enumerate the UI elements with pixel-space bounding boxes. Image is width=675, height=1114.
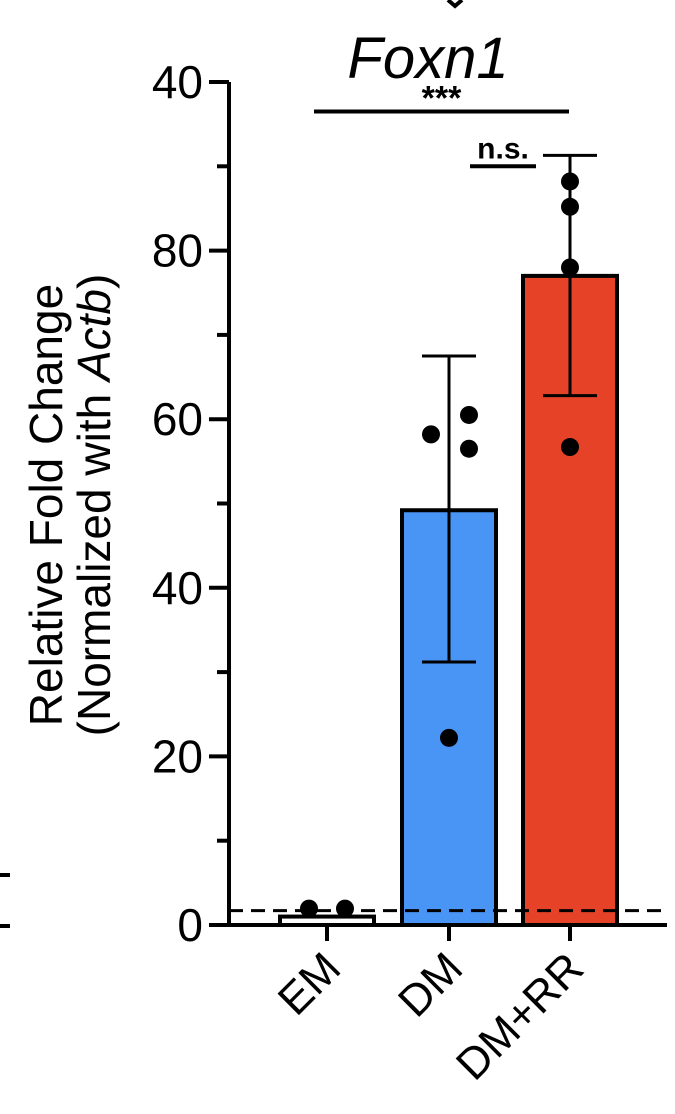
data-point (422, 425, 440, 444)
data-point (460, 439, 478, 458)
data-point (440, 728, 458, 747)
y-tick-label: 20 (152, 730, 203, 782)
y-tick-label: 60 (152, 393, 203, 445)
y-tick-label: 40 (152, 562, 203, 614)
y-axis-label-line1: Relative Fold Change (20, 284, 72, 726)
y-axis-label-line2-prefix: (Normalized with (68, 381, 120, 736)
data-point (336, 899, 354, 918)
data-point (561, 197, 579, 216)
y-axis-label-line2-italic: Actb (68, 289, 120, 384)
significance-label: n.s. (477, 132, 529, 165)
data-point (561, 258, 579, 277)
data-point (300, 899, 318, 918)
y-axis-label-line2-suffix: ) (68, 274, 120, 289)
x-tick-label: DM+RR (447, 943, 593, 1089)
significance-label: *** (422, 80, 462, 118)
x-tick-label: EM (269, 943, 350, 1024)
crop-artifact-left-2 (0, 924, 10, 928)
y-axis-label-line2: (Normalized with Actb) (68, 274, 120, 737)
data-point (460, 405, 478, 424)
crop-artifact-left-1 (0, 873, 10, 877)
data-point (561, 172, 579, 191)
y-tick-label: 40 (152, 56, 203, 108)
y-tick-label: 0 (177, 899, 203, 951)
chart-title: Foxn1 (347, 26, 508, 91)
x-tick-label: DM (389, 943, 472, 1026)
crop-artifact-top (446, 0, 464, 9)
data-point (561, 438, 579, 457)
y-axis-label: Relative Fold Change (Normalized with Ac… (20, 274, 120, 737)
y-tick-label: 80 (152, 225, 203, 277)
